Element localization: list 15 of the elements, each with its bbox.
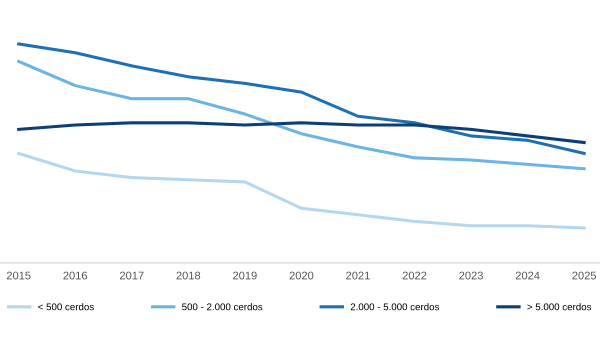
x-tick-label: 2023 bbox=[459, 272, 483, 280]
legend-label: < 500 cerdos bbox=[38, 303, 94, 310]
x-tick-label: 2022 bbox=[402, 272, 426, 280]
x-tick-label: 2016 bbox=[63, 272, 88, 280]
x-tick-label: 2015 bbox=[6, 272, 31, 280]
x-tick-label: 2017 bbox=[120, 272, 144, 280]
x-tick-label: 2025 bbox=[572, 272, 596, 280]
legend-label: 500 - 2.000 cerdos bbox=[182, 303, 262, 310]
x-tick-label: 2019 bbox=[233, 272, 257, 280]
legend-label: > 5.000 cerdos bbox=[527, 303, 592, 310]
x-tick-label: 2018 bbox=[176, 272, 200, 280]
x-tick-label: 2024 bbox=[516, 272, 540, 280]
x-tick-label: 2021 bbox=[346, 272, 370, 280]
legend-label: 2.000 - 5.000 cerdos bbox=[350, 303, 440, 310]
x-tick-label: 2020 bbox=[290, 272, 314, 280]
